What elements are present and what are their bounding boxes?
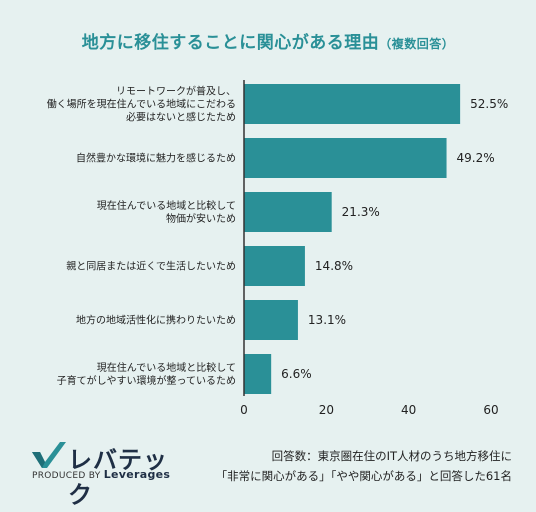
bar-5 — [244, 300, 298, 340]
logo-brand-text: レバテック — [68, 446, 168, 509]
note-line-1: 回答数：東京圏在住のIT人材のうち地方移住に — [271, 449, 512, 463]
x-tick-label-60: 60 — [483, 403, 498, 417]
note-line-2: 「非常に関心がある」「やや関心がある」と回答した61名 — [215, 469, 512, 483]
value-label-3: 21.3% — [342, 205, 380, 219]
bar-3 — [244, 192, 332, 232]
category-label-5: 地方の地域活性化に携わりたいため — [76, 314, 236, 327]
bar-2 — [244, 138, 447, 178]
category-label-3: 現在住んでいる地域と比較して物価が安いため — [97, 199, 236, 225]
checkmark-logo-icon — [32, 442, 66, 468]
company-name: Leverages — [103, 468, 171, 481]
bar-chart: 52.5% リモートワークが普及し、働く場所を現在住んでいる地域にこだわる必要はな… — [47, 80, 508, 417]
value-label-1: 52.5% — [470, 97, 508, 111]
category-label-4: 親と同居または近くで生活したいため — [66, 260, 236, 273]
x-tick-label-40: 40 — [401, 403, 416, 417]
category-label-2: 自然豊かな環境に魅力を感じるため — [76, 152, 236, 165]
value-label-2: 49.2% — [457, 151, 495, 165]
levtech-logo: レバテック PRODUCED BY Leverages — [30, 438, 190, 509]
produced-by-text: PRODUCED BY — [32, 471, 101, 481]
bar-4 — [244, 246, 305, 286]
bar-1 — [244, 84, 461, 124]
chart-subtitle: （複数回答） — [379, 37, 455, 51]
logo-produced-by: PRODUCED BY Leverages — [32, 468, 170, 481]
respondent-note: 回答数：東京圏在住のIT人材のうち地方移住に 「非常に関心がある」「やや関心があ… — [216, 446, 512, 486]
value-label-6: 6.6% — [281, 367, 312, 381]
category-label-6: 現在住んでいる地域と比較して子育てがしやすい環境が整っているため — [57, 361, 236, 387]
bar-6 — [244, 354, 272, 394]
value-label-5: 13.1% — [308, 313, 346, 327]
chart-title: 地方に移住することに関心がある理由（複数回答） — [0, 28, 536, 53]
x-tick-label-0: 0 — [240, 403, 248, 417]
x-tick-label-20: 20 — [319, 403, 334, 417]
category-label-1: リモートワークが普及し、働く場所を現在住んでいる地域にこだわる必要はないと感じた… — [47, 85, 236, 124]
chart-title-main: 地方に移住することに関心がある理由 — [81, 33, 380, 53]
value-label-4: 14.8% — [315, 259, 353, 273]
